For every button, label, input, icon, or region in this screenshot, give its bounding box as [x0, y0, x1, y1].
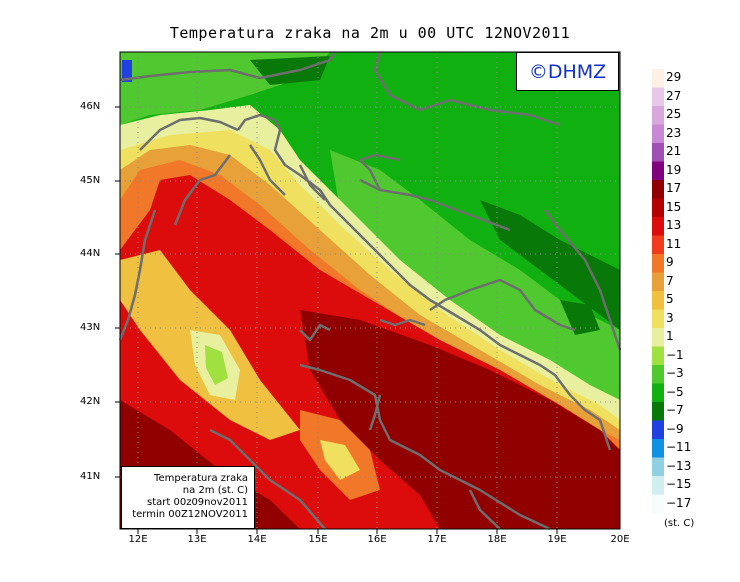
legend-level-label: 9: [666, 255, 674, 269]
legend-level-label: 29: [666, 70, 682, 84]
lon-label-19e: 19E: [547, 534, 567, 545]
legend-swatch: [652, 457, 664, 476]
lat-label-45n: 45N: [80, 175, 101, 186]
lon-label-13e: 13E: [187, 534, 207, 545]
legend-level-label: −17: [666, 495, 692, 510]
info-line-3: start 00z09nov2011: [147, 497, 248, 508]
legend-level-label: 11: [666, 236, 682, 251]
legend-level-label: 3: [666, 310, 674, 325]
legend-level-label: −13: [666, 458, 692, 473]
legend-swatch: [652, 420, 664, 439]
lon-label-12e: 12E: [128, 534, 148, 545]
dhmz-watermark: ©DHMZ: [516, 52, 619, 91]
legend-level-label: 15: [666, 199, 682, 214]
legend-level-label: −9: [666, 421, 684, 436]
legend-swatch: [652, 180, 664, 199]
map-title: Temperatura zraka na 2m u 00 UTC 12NOV20…: [169, 24, 571, 42]
legend-level-label: −3: [666, 366, 684, 380]
legend-level-label: −15: [666, 477, 692, 491]
lon-label-17e: 17E: [427, 534, 447, 545]
legend-level-label: 13: [666, 218, 682, 232]
legend-level-label: −7: [666, 403, 684, 417]
lon-label-14e: 14E: [247, 534, 267, 545]
legend-swatch: [652, 402, 664, 421]
lon-label-18e: 18E: [487, 534, 507, 545]
legend-swatch: [652, 365, 664, 384]
info-line-4: termin 00Z12NOV2011: [132, 509, 248, 520]
legend-swatch: [652, 254, 664, 273]
lat-label-41n: 41N: [80, 471, 101, 482]
legend-level-label: 27: [666, 88, 682, 103]
lon-label-15e: 15E: [308, 534, 328, 545]
lat-label-42n: 42N: [80, 396, 101, 407]
lat-label-43n: 43N: [80, 322, 101, 333]
legend-swatch: [652, 69, 664, 88]
legend-swatch: [652, 291, 664, 310]
legend-swatch: [652, 235, 664, 254]
info-line-2: na 2m (st. C): [182, 485, 248, 496]
legend-swatch: [652, 143, 664, 162]
legend-swatch: [652, 439, 664, 458]
legend-swatch: [652, 383, 664, 402]
legend-swatch: [652, 217, 664, 236]
legend-level-label: 5: [666, 292, 674, 306]
legend-swatch: [652, 161, 664, 180]
legend-level-label: 7: [666, 273, 674, 288]
legend-swatch: [652, 346, 664, 365]
legend-level-label: 21: [666, 144, 682, 158]
legend-level-label: −1: [666, 347, 684, 362]
lat-label-44n: 44N: [80, 248, 101, 259]
legend-level-label: −5: [666, 384, 684, 399]
legend-swatch: [652, 106, 664, 125]
legend-level-label: 23: [666, 125, 682, 140]
info-line-1: Temperatura zraka: [154, 473, 248, 484]
legend-swatch: [652, 476, 664, 495]
legend-swatch: [652, 328, 664, 347]
legend-level-label: 19: [666, 162, 682, 177]
lat-label-46n: 46N: [80, 101, 101, 112]
legend-swatch: [652, 272, 664, 291]
legend-swatch: [652, 198, 664, 217]
legend-level-label: −11: [666, 440, 692, 454]
info-box: Temperatura zraka na 2m (st. C) start 00…: [121, 466, 255, 529]
legend-swatch: [652, 87, 664, 106]
legend-level-label: 1: [666, 329, 674, 343]
legend-level-label: 17: [666, 181, 682, 195]
legend-unit: (st. C): [664, 518, 695, 529]
lon-label-16e: 16E: [367, 534, 387, 545]
legend-level-label: 25: [666, 107, 682, 121]
legend-swatch: [652, 309, 664, 328]
color-scale-bar: [652, 69, 664, 513]
legend-swatch: [652, 124, 664, 143]
lon-label-20e: 20E: [610, 534, 630, 545]
legend-swatch: [652, 494, 664, 513]
